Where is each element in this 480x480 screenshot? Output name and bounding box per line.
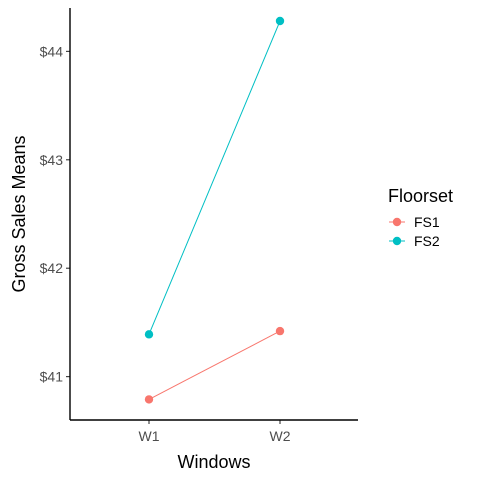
legend-key-point — [392, 217, 402, 227]
legend-label-fs1: FS1 — [414, 214, 440, 230]
y-axis-title: Gross Sales Means — [9, 135, 29, 292]
y-tick-label: $44 — [40, 43, 64, 59]
y-tick-label: $43 — [40, 152, 64, 168]
legend-label-fs2: FS2 — [414, 233, 440, 249]
legend: Floorset FS1 FS2 — [388, 186, 453, 249]
y-axis-ticks: $41 $42 $43 $44 — [40, 43, 70, 385]
legend-title: Floorset — [388, 186, 453, 206]
plot-area — [144, 16, 285, 404]
y-tick-label: $42 — [40, 260, 64, 276]
series-line-fs2 — [148, 20, 281, 335]
x-axis-title: Windows — [177, 452, 250, 472]
legend-key-point — [392, 236, 402, 246]
data-point-fs1 — [275, 326, 285, 336]
y-tick-label: $41 — [40, 369, 64, 385]
x-tick-label: W1 — [139, 428, 160, 444]
series-line-fs1 — [148, 330, 281, 400]
data-point-fs1 — [144, 395, 154, 404]
data-point-fs2 — [275, 16, 285, 26]
x-tick-label: W2 — [270, 428, 291, 444]
data-point-fs2 — [144, 330, 154, 339]
x-axis-ticks: W1 W2 — [139, 420, 291, 444]
